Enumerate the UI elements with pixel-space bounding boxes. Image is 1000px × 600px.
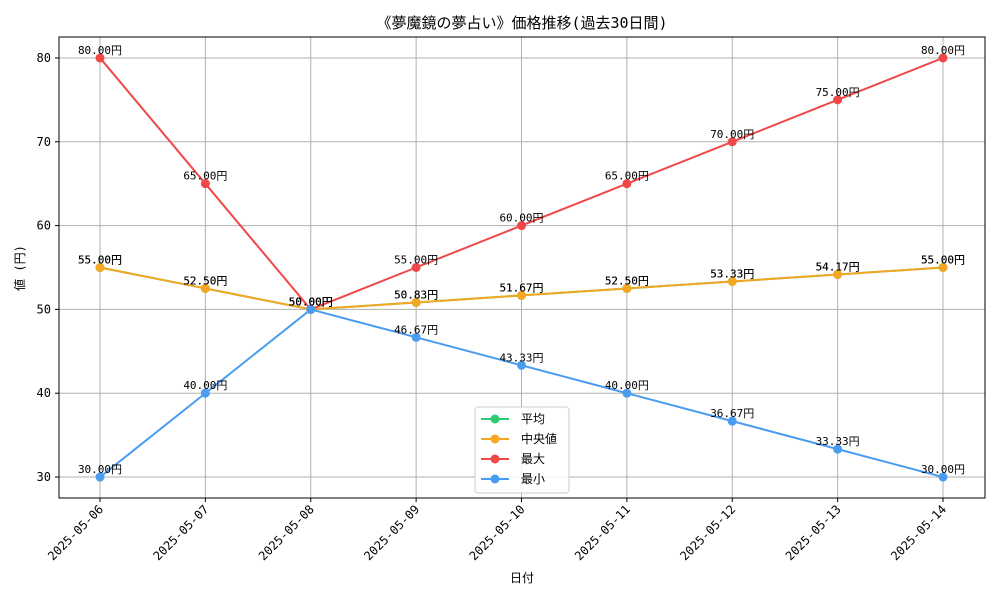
legend-label-4: 最小: [521, 472, 545, 486]
data-label: 55.00円: [921, 254, 965, 267]
x-tick-label: 2025-05-13: [783, 502, 844, 563]
data-point[interactable]: [517, 360, 526, 370]
y-axis: 30 40 50 60 70 80: [37, 51, 59, 484]
data-point[interactable]: [833, 95, 843, 105]
series-layer: [95, 53, 948, 482]
y-tick-label: 80: [37, 51, 51, 65]
data-label: 75.00円: [816, 86, 860, 99]
data-label: 50.83円: [394, 288, 438, 301]
data-label: 60.00円: [499, 212, 543, 225]
data-point[interactable]: [200, 283, 210, 293]
data-label: 50.00円: [289, 295, 333, 308]
data-label: 33.33円: [816, 435, 860, 448]
x-tick-label: 2025-05-07: [151, 502, 212, 563]
data-point[interactable]: [938, 53, 948, 63]
data-label: 43.33円: [499, 351, 543, 364]
data-label: 52.50円: [605, 274, 649, 287]
data-label: 30.00円: [921, 463, 965, 476]
legend-label-1: 平均: [521, 412, 545, 426]
x-tick-label: 2025-05-11: [572, 502, 633, 563]
data-point[interactable]: [938, 472, 948, 482]
data-label: 50.00円: [289, 295, 333, 308]
y-axis-label: 値 (円): [12, 245, 27, 291]
x-axis: 2025-05-06 2025-05-07 2025-05-08 2025-05-09…: [45, 498, 949, 563]
data-label: 80.00円: [921, 44, 965, 57]
data-label: 50.00円: [289, 295, 333, 308]
data-label: 55.00円: [78, 254, 122, 267]
chart-title: 《夢魔鏡の夢占い》価格推移(過去30日間): [376, 14, 667, 32]
data-label: 65.00円: [183, 170, 227, 183]
data-label: 55.00円: [921, 254, 965, 267]
x-tick-label: 2025-05-09: [361, 502, 422, 563]
x-tick-label: 2025-05-12: [677, 502, 738, 563]
legend-marker-4: [490, 474, 500, 484]
data-point[interactable]: [411, 297, 421, 307]
data-label: 36.67円: [710, 407, 754, 420]
data-label: 40.00円: [605, 379, 649, 392]
data-point[interactable]: [622, 283, 632, 293]
x-tick-label: 2025-05-06: [45, 502, 106, 563]
y-tick-label: 40: [37, 386, 51, 400]
data-point[interactable]: [938, 263, 948, 272]
legend-label-2: 中央値: [521, 431, 557, 446]
data-point[interactable]: [306, 304, 316, 314]
data-label: 54.17円: [816, 260, 860, 273]
data-label: 70.00円: [710, 128, 754, 141]
x-tick-label: 2025-05-08: [256, 502, 317, 563]
data-point[interactable]: [727, 137, 737, 147]
legend-label-3: 最大: [521, 452, 545, 466]
data-point[interactable]: [411, 263, 421, 272]
data-label: 50.83円: [394, 288, 438, 301]
y-tick-label: 60: [37, 219, 51, 233]
legend-marker-3: [490, 454, 500, 464]
data-label: 53.33円: [710, 267, 754, 280]
data-label: 54.17円: [816, 260, 860, 273]
data-point[interactable]: [622, 388, 632, 398]
y-tick-label: 70: [37, 135, 51, 149]
data-label: 51.67円: [499, 281, 543, 294]
data-label: 55.00円: [394, 254, 438, 267]
data-point[interactable]: [95, 53, 105, 63]
data-label: 52.50円: [183, 274, 227, 287]
data-label: 46.67円: [394, 323, 438, 336]
x-tick-label: 2025-05-14: [888, 502, 949, 563]
data-point[interactable]: [95, 263, 105, 272]
data-label: 40.00円: [183, 379, 227, 392]
data-labels: 55.00円 52.50円 50.00円 50.83円 51.67円 52.50円 53.3…: [78, 44, 965, 476]
y-tick-label: 50: [37, 302, 51, 316]
data-label: 50.00円: [289, 295, 333, 308]
data-point[interactable]: [200, 179, 210, 189]
data-point[interactable]: [833, 269, 843, 279]
data-label: 53.33円: [710, 267, 754, 280]
x-axis-label: 日付: [510, 571, 534, 585]
data-point[interactable]: [517, 290, 526, 300]
data-point[interactable]: [622, 179, 632, 189]
data-point[interactable]: [411, 332, 421, 342]
data-point[interactable]: [833, 444, 843, 454]
legend-box: [474, 406, 570, 494]
data-label: 51.67円: [499, 281, 543, 294]
legend-marker-1: [490, 414, 500, 424]
data-label: 55.00円: [78, 254, 122, 267]
data-label: 52.50円: [605, 274, 649, 287]
data-point[interactable]: [95, 472, 105, 482]
data-label: 30.00円: [78, 463, 122, 476]
legend-marker-2: [490, 434, 500, 444]
y-tick-label: 30: [37, 470, 51, 484]
x-tick-label: 2025-05-10: [467, 502, 528, 563]
data-label: 80.00円: [78, 44, 122, 57]
data-point[interactable]: [727, 276, 737, 286]
data-point[interactable]: [727, 416, 737, 426]
data-point[interactable]: [517, 221, 526, 231]
data-label: 65.00円: [605, 170, 649, 183]
data-label: 52.50円: [183, 274, 227, 287]
data-point[interactable]: [200, 388, 210, 398]
